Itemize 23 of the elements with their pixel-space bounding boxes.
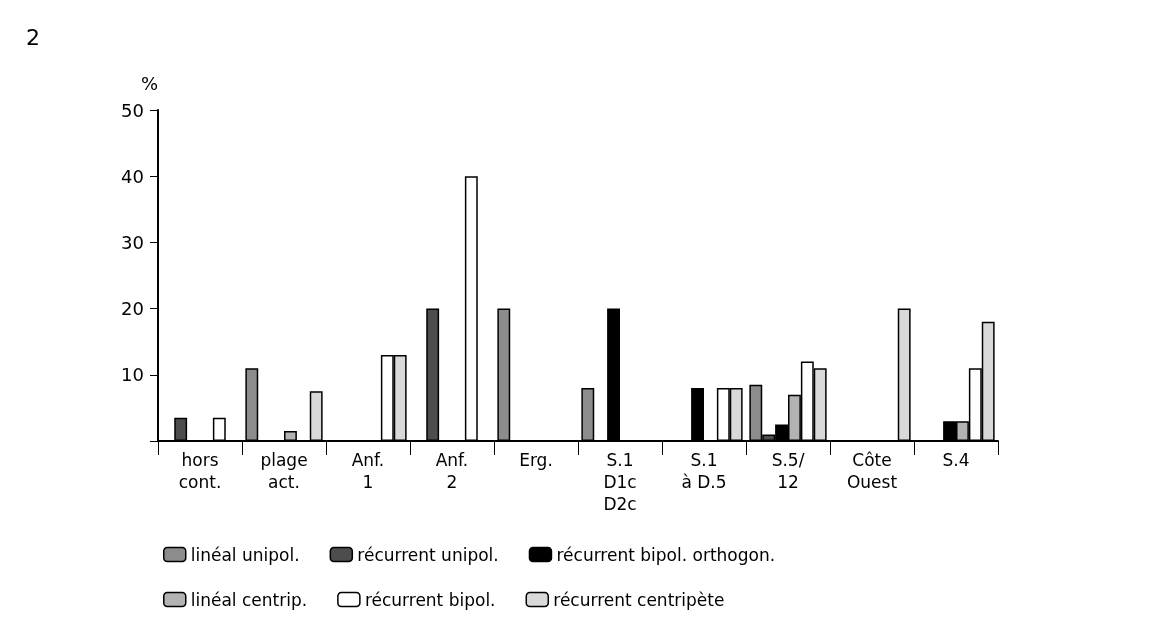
x-tick-label: hors cont. <box>178 450 222 492</box>
legend-label: récurrent bipol. orthogon. <box>556 544 776 565</box>
x-tick-label: S.5/ 12 <box>771 450 805 492</box>
legend-label: récurrent bipol. <box>364 589 496 610</box>
legend-label: récurrent unipol. <box>357 544 499 565</box>
x-tick-label: Erg. <box>519 450 553 470</box>
x-tick-label: Anf. 2 <box>435 450 469 492</box>
y-tick-label: 10 <box>121 364 144 386</box>
y-tick-label: 20 <box>121 298 144 320</box>
x-tick-label: Anf. 1 <box>351 450 385 492</box>
y-tick-label: 40 <box>121 165 144 187</box>
legend-label: linéal unipol. <box>190 544 300 565</box>
x-tick-label: S.4 <box>942 450 970 470</box>
y-axis-title: % <box>140 72 158 94</box>
legend-label: linéal centrip. <box>190 589 308 610</box>
x-tick-label: S.1 à D.5 <box>681 450 727 492</box>
x-tick-label: plage act. <box>260 450 308 492</box>
y-tick-label: 30 <box>121 231 144 253</box>
x-tick-label: Côte Ouest <box>846 450 898 492</box>
x-tick-label: S.1 D1c D2c <box>603 450 637 514</box>
legend-label: récurrent centripète <box>553 589 725 610</box>
y-tick-label: 50 <box>121 99 144 121</box>
text: 2 <box>26 24 40 50</box>
